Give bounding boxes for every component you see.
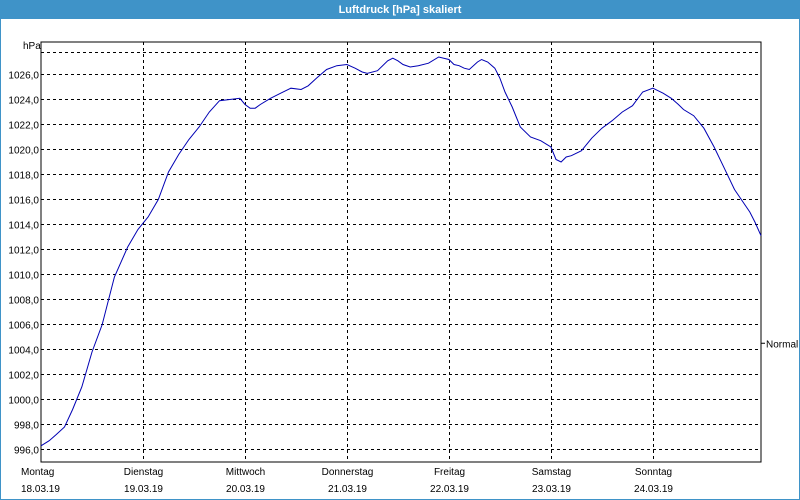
y-tick-label: 1010,0: [8, 271, 39, 282]
x-tick-day: Sonntag: [635, 467, 672, 478]
y-tick-label: 1020,0: [8, 146, 39, 157]
x-tick-day: Freitag: [434, 467, 465, 478]
y-tick-label: 1026,0: [8, 71, 39, 82]
grid-lines: [41, 42, 761, 462]
pressure-line: [40, 56, 762, 447]
y-tick-label: 1018,0: [8, 171, 39, 182]
x-tick-date: 20.03.19: [226, 484, 265, 495]
y-tick-label: 1000,0: [8, 396, 39, 407]
y-tick-label: 1006,0: [8, 321, 39, 332]
y-tick-label: 1014,0: [8, 221, 39, 232]
x-tick-day: Mittwoch: [226, 467, 265, 478]
x-tick-date: 18.03.19: [21, 484, 60, 495]
x-tick-date: 23.03.19: [532, 484, 571, 495]
y-axis: 996,0 998,0 1000,0 1002,0 1004,0 1006,0 1008,0…: [8, 71, 39, 457]
pressure-chart: 996,0 998,0 1000,0 1002,0 1004,0 1006,0 1008,0…: [8, 41, 798, 495]
x-tick-day: Dienstag: [124, 467, 163, 478]
y-tick-label: 996,0: [14, 446, 39, 457]
y-tick-label: 998,0: [14, 421, 39, 432]
x-tick-date: 24.03.19: [634, 484, 673, 495]
y-tick-label: 1016,0: [8, 196, 39, 207]
y-tick-label: 1008,0: [8, 296, 39, 307]
y-tick-label: 1004,0: [8, 346, 39, 357]
x-tick-date: 21.03.19: [328, 484, 367, 495]
y-tick-label: 1022,0: [8, 121, 39, 132]
y-axis-unit: hPa: [23, 41, 41, 52]
normal-label: Normal: [766, 339, 798, 350]
x-tick-date: 22.03.19: [430, 484, 469, 495]
x-tick-day: Montag: [21, 467, 54, 478]
x-tick-day: Samstag: [532, 467, 571, 478]
x-tick-date: 19.03.19: [124, 484, 163, 495]
window-title: Luftdruck [hPa] skaliert: [1, 1, 799, 19]
y-tick-label: 1024,0: [8, 96, 39, 107]
x-axis: Montag 18.03.19 Dienstag 19.03.19 Mittwoch 20…: [21, 467, 673, 495]
series-layer: [40, 56, 762, 447]
plot-area: [40, 41, 762, 463]
y-tick-label: 1012,0: [8, 246, 39, 257]
y-tick-label: 1002,0: [8, 371, 39, 382]
x-tick-day: Donnerstag: [322, 467, 374, 478]
